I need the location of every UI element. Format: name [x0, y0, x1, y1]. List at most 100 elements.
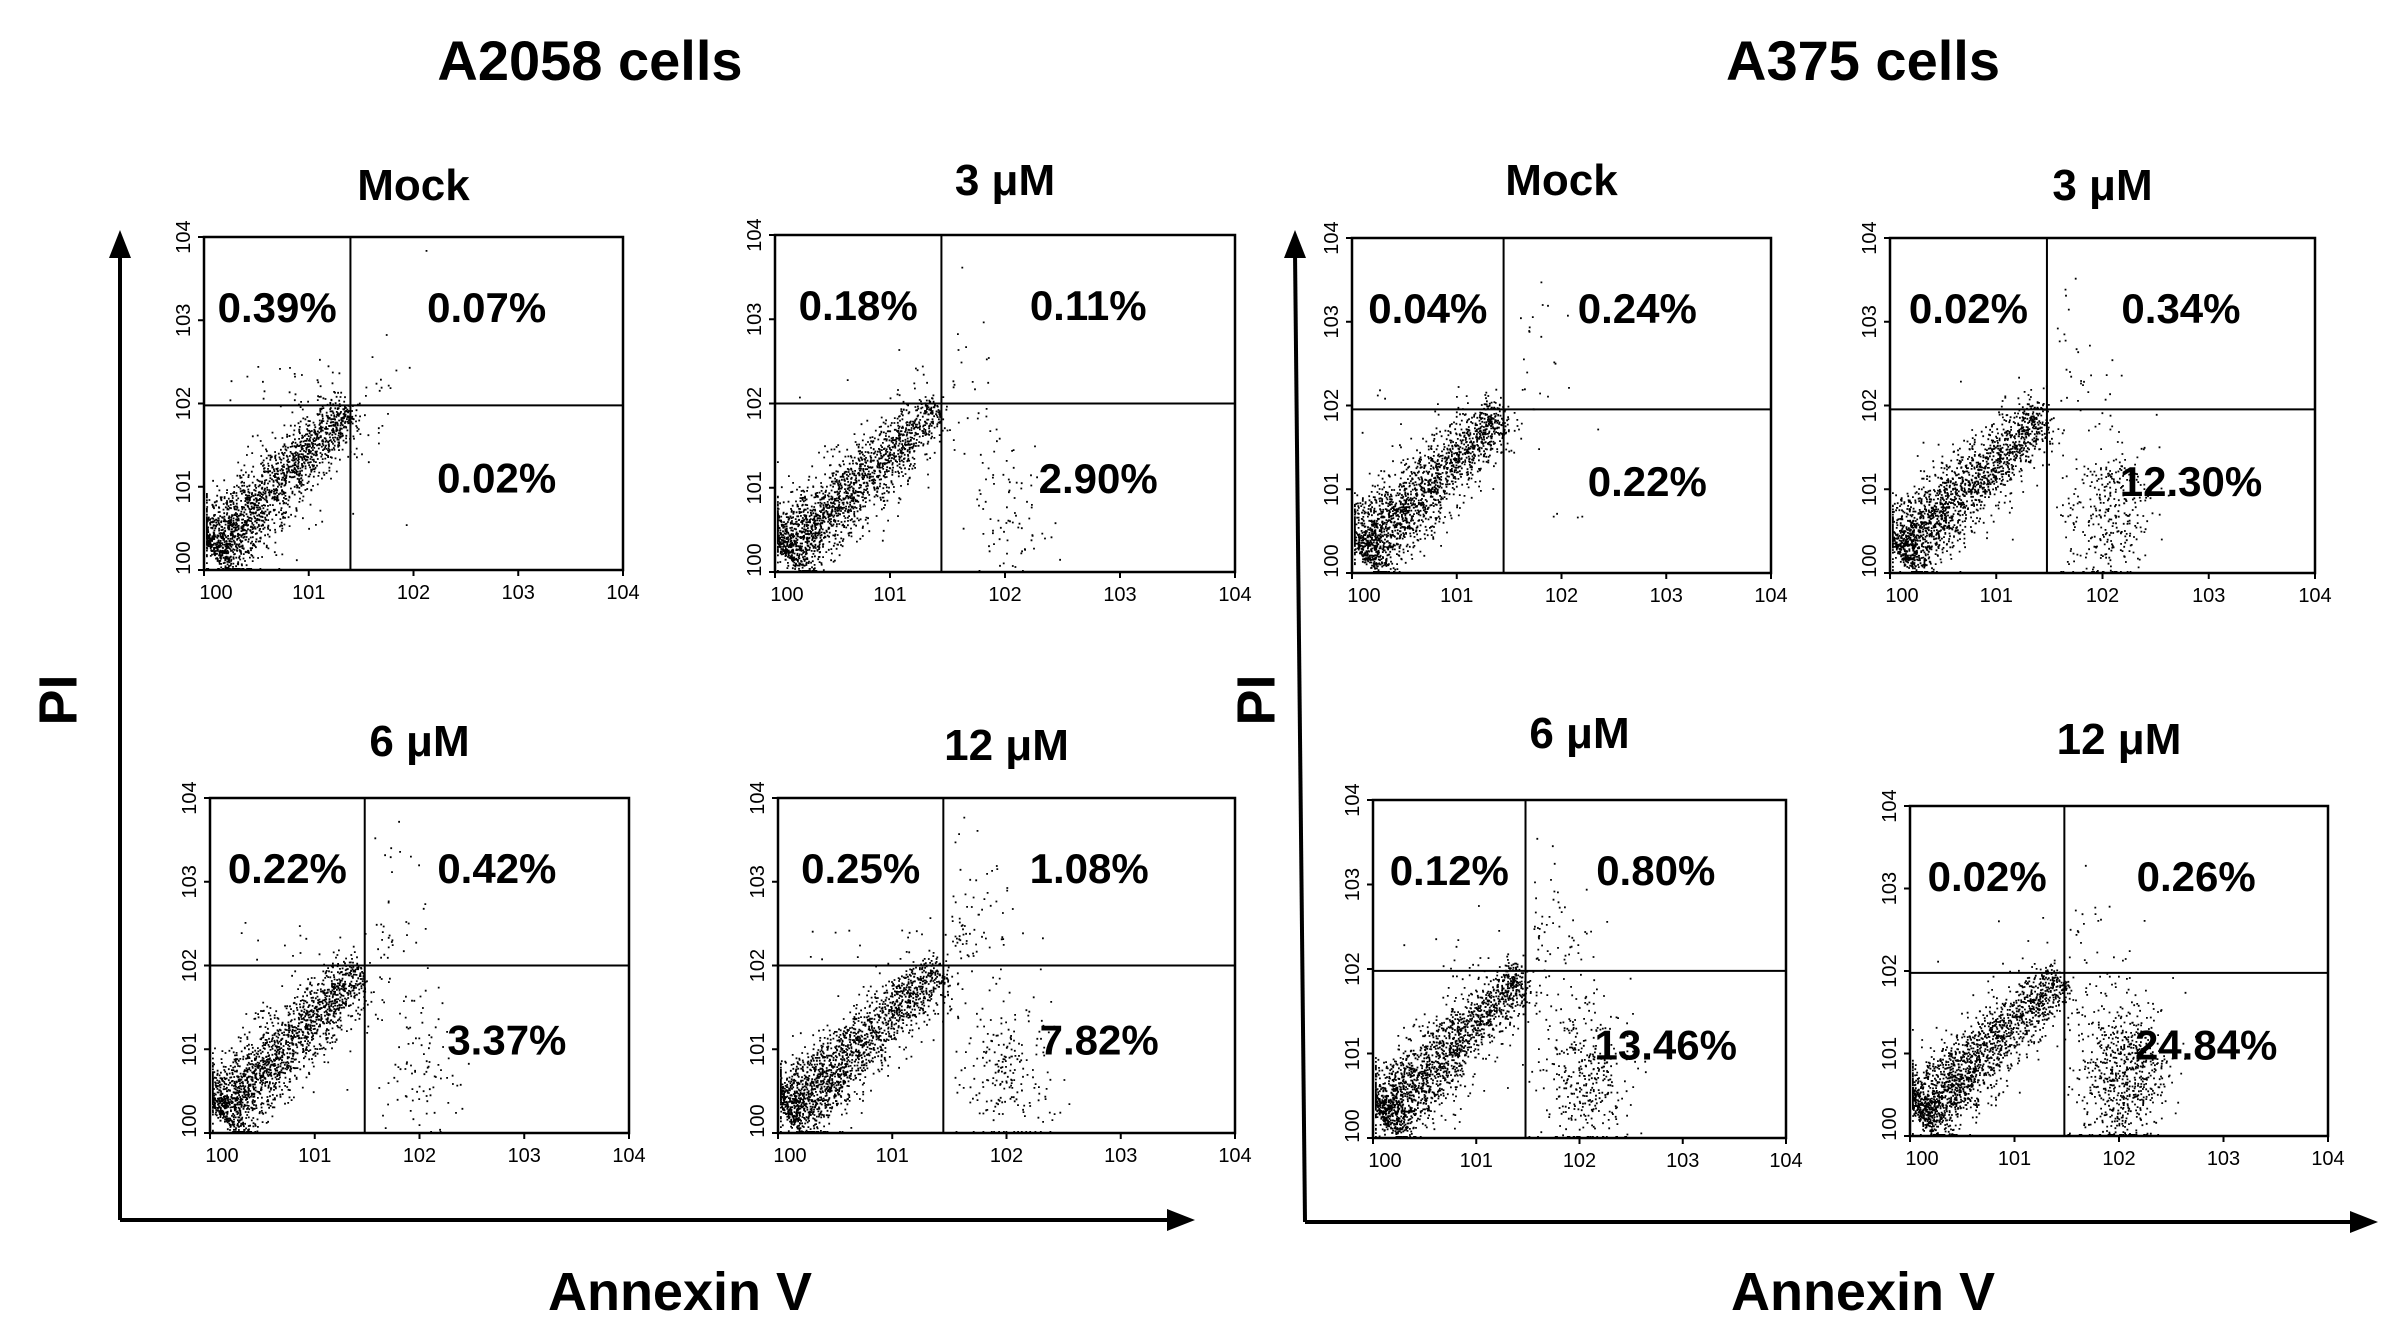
y-tick-label: 104 — [744, 218, 766, 251]
y-tick-label: 101 — [1879, 1037, 1901, 1070]
y-tick-label: 101 — [1859, 473, 1881, 506]
x-axis-label: Annexin V — [548, 1262, 812, 1322]
panel-title: Mock — [357, 161, 470, 210]
upper-right-percentage: 0.80% — [1596, 847, 1715, 894]
y-axis-arrowhead — [109, 230, 131, 258]
x-tick-label: 100 — [205, 1145, 238, 1167]
x-tick-label: 104 — [606, 582, 639, 604]
lower-right-percentage: 24.84% — [2135, 1021, 2277, 1068]
x-tick-label: 104 — [1218, 584, 1251, 606]
upper-right-percentage: 0.42% — [437, 845, 556, 892]
upper-right-percentage: 0.11% — [1030, 282, 1147, 329]
x-tick-label: 102 — [403, 1145, 436, 1167]
y-tick-label: 103 — [179, 865, 201, 898]
event-dots — [777, 266, 1061, 572]
lower-right-percentage: 0.22% — [1588, 458, 1707, 505]
x-tick-label: 100 — [199, 582, 232, 604]
upper-left-percentage: 0.39% — [218, 284, 337, 331]
x-tick-label: 102 — [1545, 585, 1578, 607]
upper-right-percentage: 0.34% — [2121, 285, 2240, 332]
y-tick-label: 101 — [1321, 473, 1343, 506]
x-tick-label: 104 — [612, 1145, 645, 1167]
y-tick-label: 102 — [173, 387, 195, 420]
x-tick-label: 100 — [770, 584, 803, 606]
upper-left-percentage: 0.02% — [1928, 853, 2047, 900]
y-tick-label: 103 — [173, 304, 195, 337]
upper-left-percentage: 0.25% — [801, 845, 920, 892]
event-dots — [1354, 281, 1600, 573]
y-tick-label: 101 — [173, 470, 195, 503]
y-tick-label: 102 — [744, 387, 766, 420]
y-tick-label: 100 — [1342, 1109, 1364, 1142]
x-tick-label: 103 — [1666, 1150, 1699, 1172]
upper-right-percentage: 0.07% — [427, 284, 546, 331]
x-tick-label: 101 — [873, 584, 906, 606]
y-tick-label: 102 — [1321, 389, 1343, 422]
x-tick-label: 100 — [1347, 585, 1380, 607]
group-title: A375 cells — [1726, 29, 2000, 92]
main-axes-layer — [109, 230, 2378, 1233]
y-tick-label: 100 — [179, 1104, 201, 1137]
x-tick-label: 104 — [1218, 1145, 1251, 1167]
lower-right-percentage: 12.30% — [2120, 458, 2262, 505]
y-tick-label: 100 — [1879, 1107, 1901, 1140]
y-tick-label: 103 — [1321, 305, 1343, 338]
x-tick-label: 100 — [1905, 1148, 1938, 1170]
panel-title: 3 μM — [2052, 161, 2152, 210]
y-axis-arrowhead — [1284, 230, 1306, 258]
panel-title: 3 μM — [955, 156, 1055, 205]
x-tick-label: 103 — [2207, 1148, 2240, 1170]
panel-title: 6 μM — [1529, 709, 1629, 758]
x-tick-label: 100 — [1368, 1150, 1401, 1172]
y-tick-label: 101 — [747, 1033, 769, 1066]
y-tick-label: 102 — [1879, 954, 1901, 987]
y-tick-label: 103 — [744, 303, 766, 336]
x-tick-label: 102 — [1563, 1150, 1596, 1172]
x-tick-label: 101 — [292, 582, 325, 604]
scatter-dots-layer — [206, 250, 2197, 1138]
upper-right-percentage: 0.26% — [2137, 853, 2256, 900]
y-tick-label: 100 — [173, 541, 195, 574]
y-tick-label: 100 — [1321, 544, 1343, 577]
lower-right-percentage: 0.02% — [437, 455, 556, 502]
panel-title: 12 μM — [944, 721, 1069, 770]
y-tick-label: 103 — [1342, 868, 1364, 901]
x-tick-label: 101 — [1998, 1148, 2031, 1170]
y-tick-label: 102 — [1859, 389, 1881, 422]
x-tick-label: 102 — [2086, 585, 2119, 607]
x-tick-label: 101 — [1440, 585, 1473, 607]
y-tick-label: 100 — [1859, 544, 1881, 577]
x-tick-label: 101 — [876, 1145, 909, 1167]
upper-left-percentage: 0.22% — [228, 845, 347, 892]
event-dots — [1375, 837, 1647, 1138]
y-axis-label: PI — [1226, 674, 1286, 725]
upper-left-percentage: 0.04% — [1368, 285, 1487, 332]
upper-left-percentage: 0.02% — [1909, 285, 2028, 332]
event-dots — [780, 816, 1071, 1133]
y-axis-arrow-line — [1293, 251, 1307, 1223]
y-tick-label: 104 — [179, 781, 201, 814]
y-tick-label: 103 — [1879, 872, 1901, 905]
lower-right-percentage: 13.46% — [1595, 1021, 1737, 1068]
lower-right-percentage: 3.37% — [447, 1016, 566, 1063]
x-tick-label: 104 — [1754, 585, 1787, 607]
y-tick-label: 104 — [1859, 221, 1881, 254]
x-tick-label: 101 — [1460, 1150, 1493, 1172]
x-tick-label: 103 — [2192, 585, 2225, 607]
y-tick-label: 101 — [1342, 1037, 1364, 1070]
y-tick-label: 101 — [744, 471, 766, 504]
x-tick-label: 103 — [1103, 584, 1136, 606]
lower-right-percentage: 2.90% — [1039, 455, 1158, 502]
x-tick-label: 102 — [397, 582, 430, 604]
panel-title: 12 μM — [2057, 715, 2182, 764]
event-dots — [1892, 277, 2181, 573]
upper-left-percentage: 0.18% — [799, 282, 918, 329]
x-tick-label: 103 — [1650, 585, 1683, 607]
upper-right-percentage: 0.24% — [1578, 285, 1697, 332]
y-tick-label: 100 — [744, 543, 766, 576]
x-axis-label: Annexin V — [1731, 1262, 1995, 1322]
x-tick-label: 103 — [1104, 1145, 1137, 1167]
panels-layer: A2058 cells PI Annexin V Mock 100 101 102 103 10… — [28, 29, 2344, 1322]
x-tick-label: 101 — [298, 1145, 331, 1167]
